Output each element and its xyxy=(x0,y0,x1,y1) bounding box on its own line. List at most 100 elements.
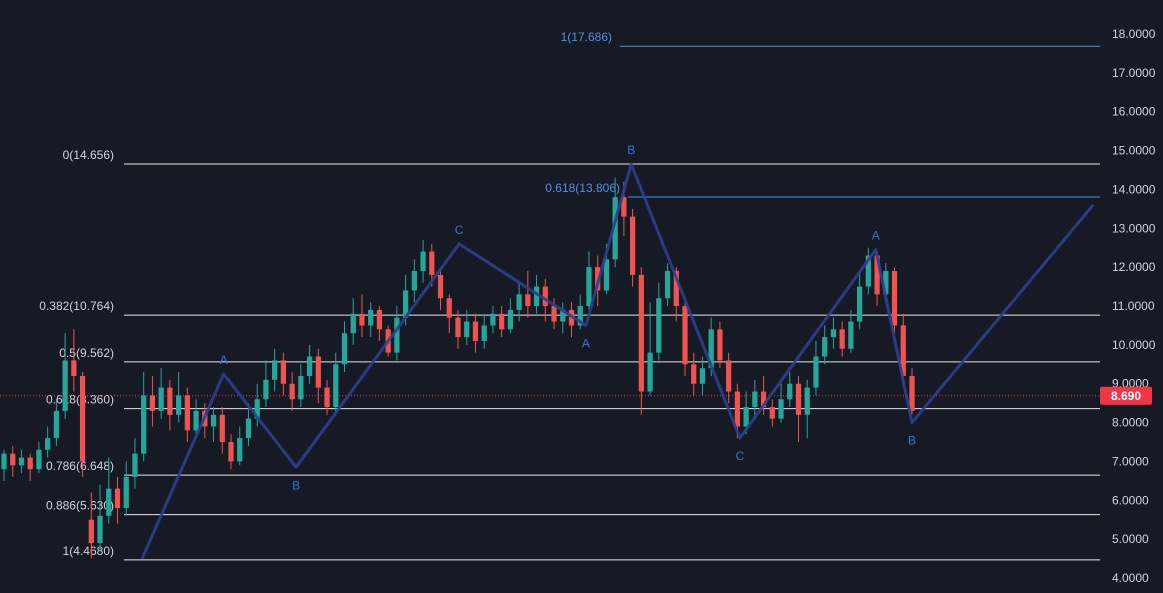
candle xyxy=(289,372,295,411)
candle xyxy=(752,379,758,419)
candle xyxy=(71,329,77,392)
candle-body xyxy=(350,313,356,334)
wave-point-label: C xyxy=(455,223,464,237)
candle-body xyxy=(900,325,906,376)
candle-body xyxy=(708,329,714,369)
y-tick-label: 17.0000 xyxy=(1112,66,1156,80)
candle xyxy=(795,375,802,442)
candle-body xyxy=(822,337,828,357)
y-tick-label: 15.0000 xyxy=(1112,144,1156,158)
candle-body xyxy=(560,309,566,322)
abc-wave-pattern: A B C A B C A B xyxy=(140,143,1095,560)
candle-body xyxy=(464,321,470,338)
candle-body xyxy=(245,418,252,439)
candle-body xyxy=(612,197,618,260)
fib-level-label: 0.5(9.562) xyxy=(59,346,114,360)
price-axis: 4.00005.00006.00007.00008.00009.000010.0… xyxy=(1112,27,1156,585)
candle xyxy=(1,449,7,481)
candle xyxy=(158,368,164,419)
candle-body xyxy=(621,197,627,217)
candle-body xyxy=(481,325,487,341)
candle xyxy=(97,484,103,551)
candle-body xyxy=(673,271,679,306)
candle xyxy=(368,302,374,338)
candle xyxy=(804,379,810,439)
candle xyxy=(664,263,671,306)
candle-body xyxy=(490,313,496,326)
y-tick-label: 7.0000 xyxy=(1112,454,1149,468)
candle xyxy=(717,321,723,369)
candle xyxy=(525,271,531,318)
fib-level-label: 0.786(6.648) xyxy=(46,459,114,473)
candle xyxy=(245,403,252,446)
wave-point-label: C xyxy=(736,449,745,463)
candle xyxy=(699,356,706,396)
candle xyxy=(175,372,182,423)
wave-path xyxy=(140,162,1095,560)
candle xyxy=(507,298,514,334)
candle xyxy=(263,360,269,408)
y-tick-label: 5.0000 xyxy=(1112,532,1149,546)
candle xyxy=(359,294,365,338)
candle-body xyxy=(263,379,269,400)
candle-body xyxy=(717,329,723,361)
candle-body xyxy=(874,255,880,295)
candle-body xyxy=(603,259,610,291)
candle-body xyxy=(62,360,68,411)
candle xyxy=(629,208,636,287)
candle-body xyxy=(437,274,444,299)
candle-body xyxy=(123,476,129,509)
candle-body xyxy=(682,306,688,365)
y-tick-label: 14.0000 xyxy=(1112,182,1156,196)
candle-body xyxy=(420,251,426,272)
candle xyxy=(376,306,383,341)
candle xyxy=(691,352,697,396)
candle xyxy=(149,375,156,427)
candle xyxy=(464,309,470,345)
candle-body xyxy=(306,356,313,376)
candle-body xyxy=(472,321,479,341)
candle xyxy=(490,306,496,334)
candle xyxy=(298,364,304,408)
candle-body xyxy=(638,274,644,392)
candle-body xyxy=(411,271,417,291)
candle xyxy=(394,306,400,361)
candle-body xyxy=(272,360,278,380)
candle xyxy=(586,251,592,310)
fib-level-label: 0.382(10.764) xyxy=(39,299,114,313)
y-tick-label: 16.0000 xyxy=(1112,105,1156,119)
candle xyxy=(856,271,863,330)
candle xyxy=(437,267,444,310)
fib-level-label: 0.886(5.630) xyxy=(46,499,114,513)
candle xyxy=(848,309,854,353)
candle-body xyxy=(175,395,182,415)
candle-body xyxy=(551,306,557,322)
candle-body xyxy=(577,306,583,326)
candle-body xyxy=(455,317,461,338)
candle xyxy=(45,426,51,458)
candle-body xyxy=(499,313,505,330)
candle-body xyxy=(525,294,531,306)
candle xyxy=(62,333,68,419)
candle xyxy=(10,445,16,477)
candle-body xyxy=(27,457,33,470)
candle xyxy=(638,267,644,415)
candle-body xyxy=(813,356,819,388)
candle-body xyxy=(629,216,636,275)
candle xyxy=(184,387,190,442)
candle-body xyxy=(289,383,295,400)
candle xyxy=(324,379,330,415)
candle xyxy=(472,313,479,353)
wave-point-label: A xyxy=(872,229,880,243)
candle xyxy=(778,383,784,423)
candle xyxy=(272,348,278,392)
candle xyxy=(167,379,173,431)
y-tick-label: 12.0000 xyxy=(1112,260,1156,274)
y-tick-label: 13.0000 xyxy=(1112,221,1156,235)
fibonacci-retracement-levels: 0(14.656)0.382(10.764)0.5(9.562)0.618(8.… xyxy=(39,148,1100,561)
candle-body xyxy=(315,356,321,388)
candle-body xyxy=(280,360,287,384)
candle xyxy=(237,426,243,466)
projection-level-label: 1(17.686) xyxy=(561,30,612,44)
candle-body xyxy=(18,457,25,466)
